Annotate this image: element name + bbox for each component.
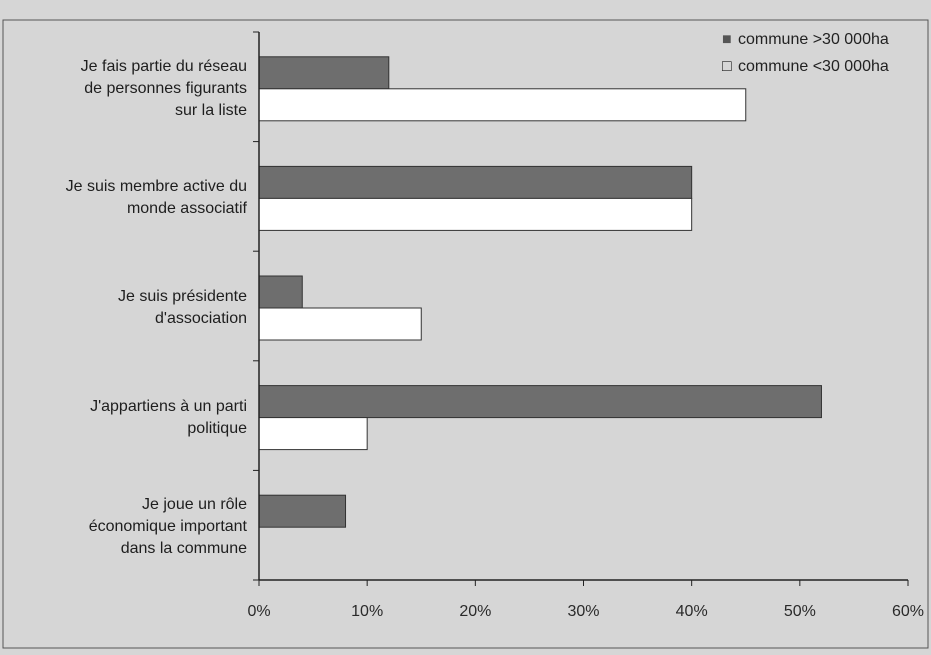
bar-large-commune-3 <box>258 275 303 309</box>
bar-small-commune-3 <box>258 307 422 341</box>
category-label-line: sur la liste <box>174 101 247 119</box>
category-label-line: politique <box>187 419 247 437</box>
bar-large-commune-2 <box>258 165 693 199</box>
bar-large-commune-5 <box>258 494 347 528</box>
category-label-line: J'appartiens à un parti <box>90 397 247 415</box>
category-label-line: Je fais partie du réseau <box>80 57 247 75</box>
x-tick-label: 30% <box>567 603 599 620</box>
category-label-1: Je fais partie du réseau de personnes fig… <box>12 56 247 122</box>
x-tick-label: 60% <box>892 603 924 620</box>
category-label-3: Je suis présidente d'association <box>12 286 247 330</box>
bar-large-commune-4 <box>258 385 822 419</box>
category-label-line: économique important <box>88 518 247 536</box>
legend-swatch-1: ■ <box>722 31 732 48</box>
x-tick-label: 40% <box>676 603 708 620</box>
category-label-line: monde associatif <box>126 200 247 218</box>
x-tick-label: 20% <box>459 603 491 620</box>
category-label-line: de personnes figurants <box>84 79 247 97</box>
category-label-line: Je suis présidente <box>118 288 247 305</box>
category-label-5: Je joue un rôle économique important dans … <box>12 494 247 560</box>
bar-large-commune-1 <box>258 56 390 90</box>
category-label-2: Je suis membre active du monde associatif <box>12 176 247 220</box>
legend-label-2: commune <30 000ha <box>738 58 889 75</box>
bar-small-commune-1 <box>258 88 747 122</box>
bar-small-commune-2 <box>258 197 693 231</box>
x-tick-label: 10% <box>351 603 383 620</box>
plot-frame <box>2 19 929 649</box>
legend-swatch-2: □ <box>722 58 732 75</box>
category-label-line: Je suis membre active du <box>65 178 247 196</box>
category-label-line: d'association <box>155 310 247 327</box>
legend-label-1: commune >30 000ha <box>738 31 889 48</box>
bar-small-commune-4 <box>258 417 368 451</box>
x-tick-label: 50% <box>784 603 816 620</box>
category-label-4: J'appartiens à un parti politique <box>12 396 247 440</box>
category-label-line: Je joue un rôle <box>142 496 247 514</box>
category-label-line: dans la commune <box>120 540 247 558</box>
x-tick-label: 0% <box>247 603 270 620</box>
